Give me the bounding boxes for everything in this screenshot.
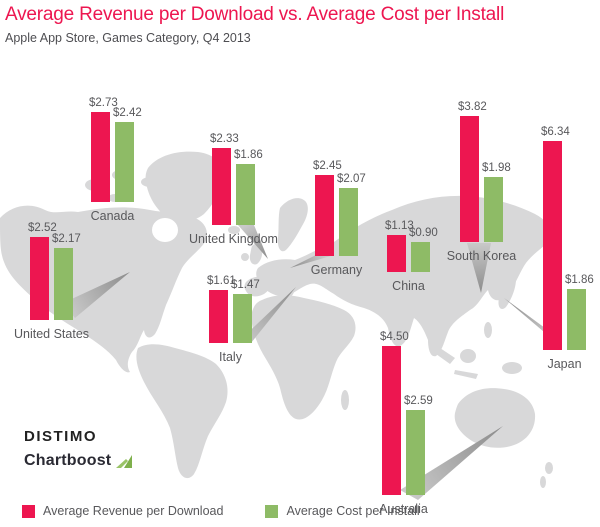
bar-value-label: $2.42 (113, 107, 142, 119)
bar-cost: $1.86 (565, 274, 594, 350)
bar-value-label: $1.86 (565, 274, 594, 286)
page-subtitle: Apple App Store, Games Category, Q4 2013 (5, 31, 251, 45)
bar-value-label: $1.86 (234, 149, 263, 161)
bar-value-label: $2.52 (28, 222, 57, 234)
bar-cost: $0.90 (409, 227, 438, 272)
bar-value-label: $1.13 (385, 220, 414, 232)
bar-revenue: $2.73 (89, 97, 118, 202)
bar-revenue: $2.45 (313, 160, 342, 256)
legend-item-revenue: Average Revenue per Download (22, 504, 223, 518)
legend: Average Revenue per Download Average Cos… (22, 504, 462, 518)
bar-value-label: $2.33 (210, 133, 239, 145)
chartboost-logo-text: Chartboost (24, 452, 112, 469)
callout-wedge-germany (290, 255, 334, 268)
bar-cost: $1.86 (234, 149, 263, 225)
bar-value-label: $2.17 (52, 233, 81, 245)
bar-value-label: $1.98 (482, 162, 511, 174)
bar-value-label: $2.07 (337, 173, 366, 185)
country-label: Italy (219, 350, 242, 364)
chartboost-logo: Chartboost (24, 452, 133, 470)
country-label: China (392, 279, 425, 293)
bar-revenue: $4.50 (380, 331, 409, 495)
bar-revenue: $2.33 (210, 133, 239, 225)
revenue-swatch-icon (22, 504, 35, 518)
legend-item-cost: Average Cost per Install (265, 504, 420, 518)
bar-value-label: $3.82 (458, 101, 487, 113)
bar-value-label: $2.45 (313, 160, 342, 172)
bar-revenue: $2.52 (28, 222, 57, 320)
country-label: United Kingdom (189, 232, 278, 246)
country-label: United States (13, 327, 90, 341)
country-label: South Korea (446, 249, 517, 263)
bar-value-label: $2.59 (404, 395, 433, 407)
bar-value-label: $1.47 (231, 279, 260, 291)
distimo-logo: DISTIMO (24, 428, 97, 445)
chartboost-ramp-icon (116, 454, 133, 468)
bar-revenue: $1.61 (207, 275, 236, 343)
bar-revenue: $1.13 (385, 220, 414, 272)
bar-value-label: $0.90 (409, 227, 438, 239)
bar-cost: $1.98 (482, 162, 511, 242)
country-label: Australia (379, 502, 428, 516)
bar-value-label: $4.50 (380, 331, 409, 343)
bar-revenue: $3.82 (458, 101, 487, 242)
bar-cost: $2.42 (113, 107, 142, 202)
bar-cost: $2.07 (337, 173, 366, 256)
country-label: Canada (90, 209, 135, 223)
bar-value-label: $6.34 (541, 126, 570, 138)
cost-swatch-icon (265, 504, 279, 518)
hudson-bay (152, 218, 178, 242)
country-label: Germany (310, 263, 363, 277)
bar-cost: $2.59 (404, 395, 433, 495)
bar-revenue: $6.34 (541, 126, 570, 350)
callout-wedge-united-states (63, 272, 130, 318)
bar-cost: $2.17 (52, 233, 81, 320)
bar-cost: $1.47 (231, 279, 260, 343)
legend-label-cost: Average Cost per Install (286, 504, 420, 518)
bar-value-label: $2.73 (89, 97, 118, 109)
callout-wedge-united-kingdom (238, 225, 268, 259)
legend-label-revenue: Average Revenue per Download (43, 504, 224, 518)
bar-value-label: $1.61 (207, 275, 236, 287)
country-label: Japan (547, 357, 582, 371)
callout-wedge-south-korea (467, 243, 491, 293)
page-title: Average Revenue per Download vs. Average… (5, 4, 505, 25)
branding-block: DISTIMO Chartboost (24, 428, 133, 470)
callout-wedge-australia (400, 426, 503, 500)
